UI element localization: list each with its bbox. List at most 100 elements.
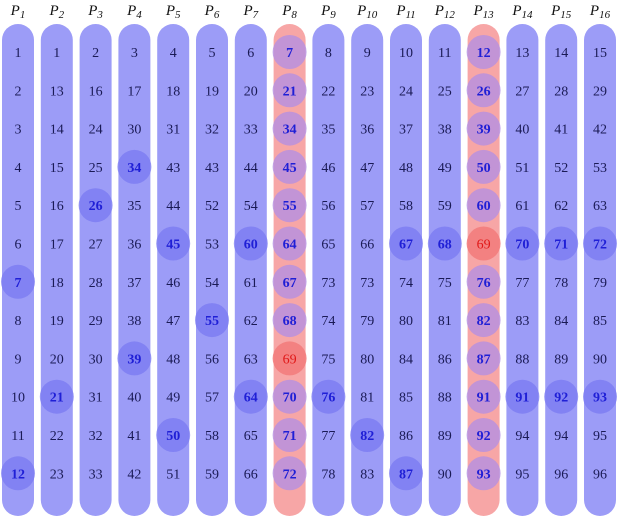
column-p7: P7 6 20 33 44 54 60 61 62 63 64 65 66	[233, 3, 268, 516]
circle-marker	[1, 456, 35, 491]
cell-value: 59	[438, 199, 452, 214]
circle-marker	[272, 226, 307, 261]
cell-value: 7	[15, 276, 22, 291]
cell-value: 57	[205, 391, 219, 406]
cell-value: 84	[554, 314, 568, 329]
cell-value: 18	[50, 276, 64, 291]
cell-value: 94	[554, 429, 568, 444]
cell-value: 29	[593, 84, 607, 99]
cell-value: 79	[360, 314, 374, 329]
cell-value: 9	[364, 46, 371, 61]
column-header: P6	[204, 3, 220, 21]
cell-value: 32	[205, 123, 219, 138]
column-header-letter: P	[242, 3, 252, 19]
column-header-index: 9	[330, 9, 336, 21]
cell-value: 65	[321, 238, 335, 253]
circle-marker	[272, 35, 307, 69]
column-header: P5	[165, 3, 181, 21]
cell-value: 87	[477, 352, 491, 367]
cell-value: 17	[127, 84, 141, 99]
cell-value: 1	[53, 46, 60, 61]
cell-value: 49	[438, 161, 452, 176]
cell-value: 16	[50, 199, 64, 214]
cell-value: 8	[325, 46, 332, 61]
cell-value: 49	[166, 391, 180, 406]
circle-marker	[466, 35, 501, 69]
circle-marker	[117, 341, 152, 376]
cell-value: 73	[321, 276, 335, 291]
cell-value: 2	[92, 46, 99, 61]
column-header: P15	[550, 3, 572, 21]
column-header: P1	[10, 3, 26, 21]
circle-marker	[272, 111, 307, 146]
cell-value: 83	[515, 314, 529, 329]
cell-value: 96	[593, 467, 607, 482]
circle-marker	[233, 226, 268, 261]
cell-value: 9	[15, 352, 22, 367]
cell-value: 40	[127, 391, 141, 406]
cell-value: 25	[438, 84, 452, 99]
cell-value: 60	[244, 238, 258, 253]
cell-value: 58	[205, 429, 219, 444]
column-header-index: 2	[59, 9, 65, 21]
circle-marker	[505, 226, 540, 261]
cell-value: 8	[15, 314, 22, 329]
cell-value: 60	[477, 199, 491, 214]
circle-marker	[272, 73, 307, 108]
circle-marker	[311, 379, 346, 414]
cell-value: 80	[399, 314, 413, 329]
cell-value: 23	[50, 467, 64, 482]
cell-value: 4	[170, 46, 177, 61]
circle-marker	[272, 264, 307, 299]
column-header-letter: P	[281, 3, 291, 19]
cell-value: 50	[477, 161, 491, 176]
column-bar	[196, 24, 228, 516]
cell-value: 83	[360, 467, 374, 482]
column-header: P8	[281, 3, 297, 21]
cell-value: 21	[283, 84, 297, 99]
cell-value: 53	[205, 238, 219, 253]
cell-value: 69	[283, 352, 297, 367]
cell-value: 64	[283, 238, 297, 253]
cell-value: 41	[554, 123, 568, 138]
circle-marker	[389, 456, 423, 491]
cell-value: 13	[50, 84, 64, 99]
cell-value: 72	[593, 238, 607, 253]
cell-value: 81	[360, 391, 374, 406]
cell-value: 30	[89, 352, 103, 367]
cell-value: 90	[593, 352, 607, 367]
column-header-index: 4	[136, 9, 142, 21]
cell-value: 55	[205, 314, 219, 329]
cell-value: 36	[360, 123, 374, 138]
cell-value: 63	[593, 199, 607, 214]
cell-value: 3	[15, 123, 22, 138]
cell-value: 48	[166, 352, 180, 367]
cell-value: 93	[593, 391, 607, 406]
column-header-index: 13	[483, 9, 495, 21]
cell-value: 92	[554, 391, 568, 406]
cell-value: 64	[244, 391, 258, 406]
column-bar	[118, 24, 151, 516]
column-header-index: 11	[405, 9, 415, 21]
circle-marker	[466, 418, 501, 452]
cell-value: 11	[11, 429, 24, 444]
cell-value: 37	[127, 276, 141, 291]
cell-value: 75	[321, 352, 335, 367]
column-header-letter: P	[395, 3, 405, 19]
column-header-letter: P	[356, 3, 366, 19]
column-header-letter: P	[10, 3, 20, 19]
cell-value: 92	[477, 429, 491, 444]
cell-value: 63	[244, 352, 258, 367]
column-p15: P15 14 28 41 52 62 71 78 84 89 92 94 96	[544, 3, 579, 516]
circle-marker	[272, 456, 307, 491]
column-header-letter: P	[126, 3, 136, 19]
cell-value: 10	[399, 46, 413, 61]
column-header-index: 6	[214, 9, 220, 21]
cell-value: 61	[515, 199, 529, 214]
column-header: P9	[320, 3, 336, 21]
cell-value: 33	[89, 467, 103, 482]
column-header-index: 10	[366, 9, 378, 21]
